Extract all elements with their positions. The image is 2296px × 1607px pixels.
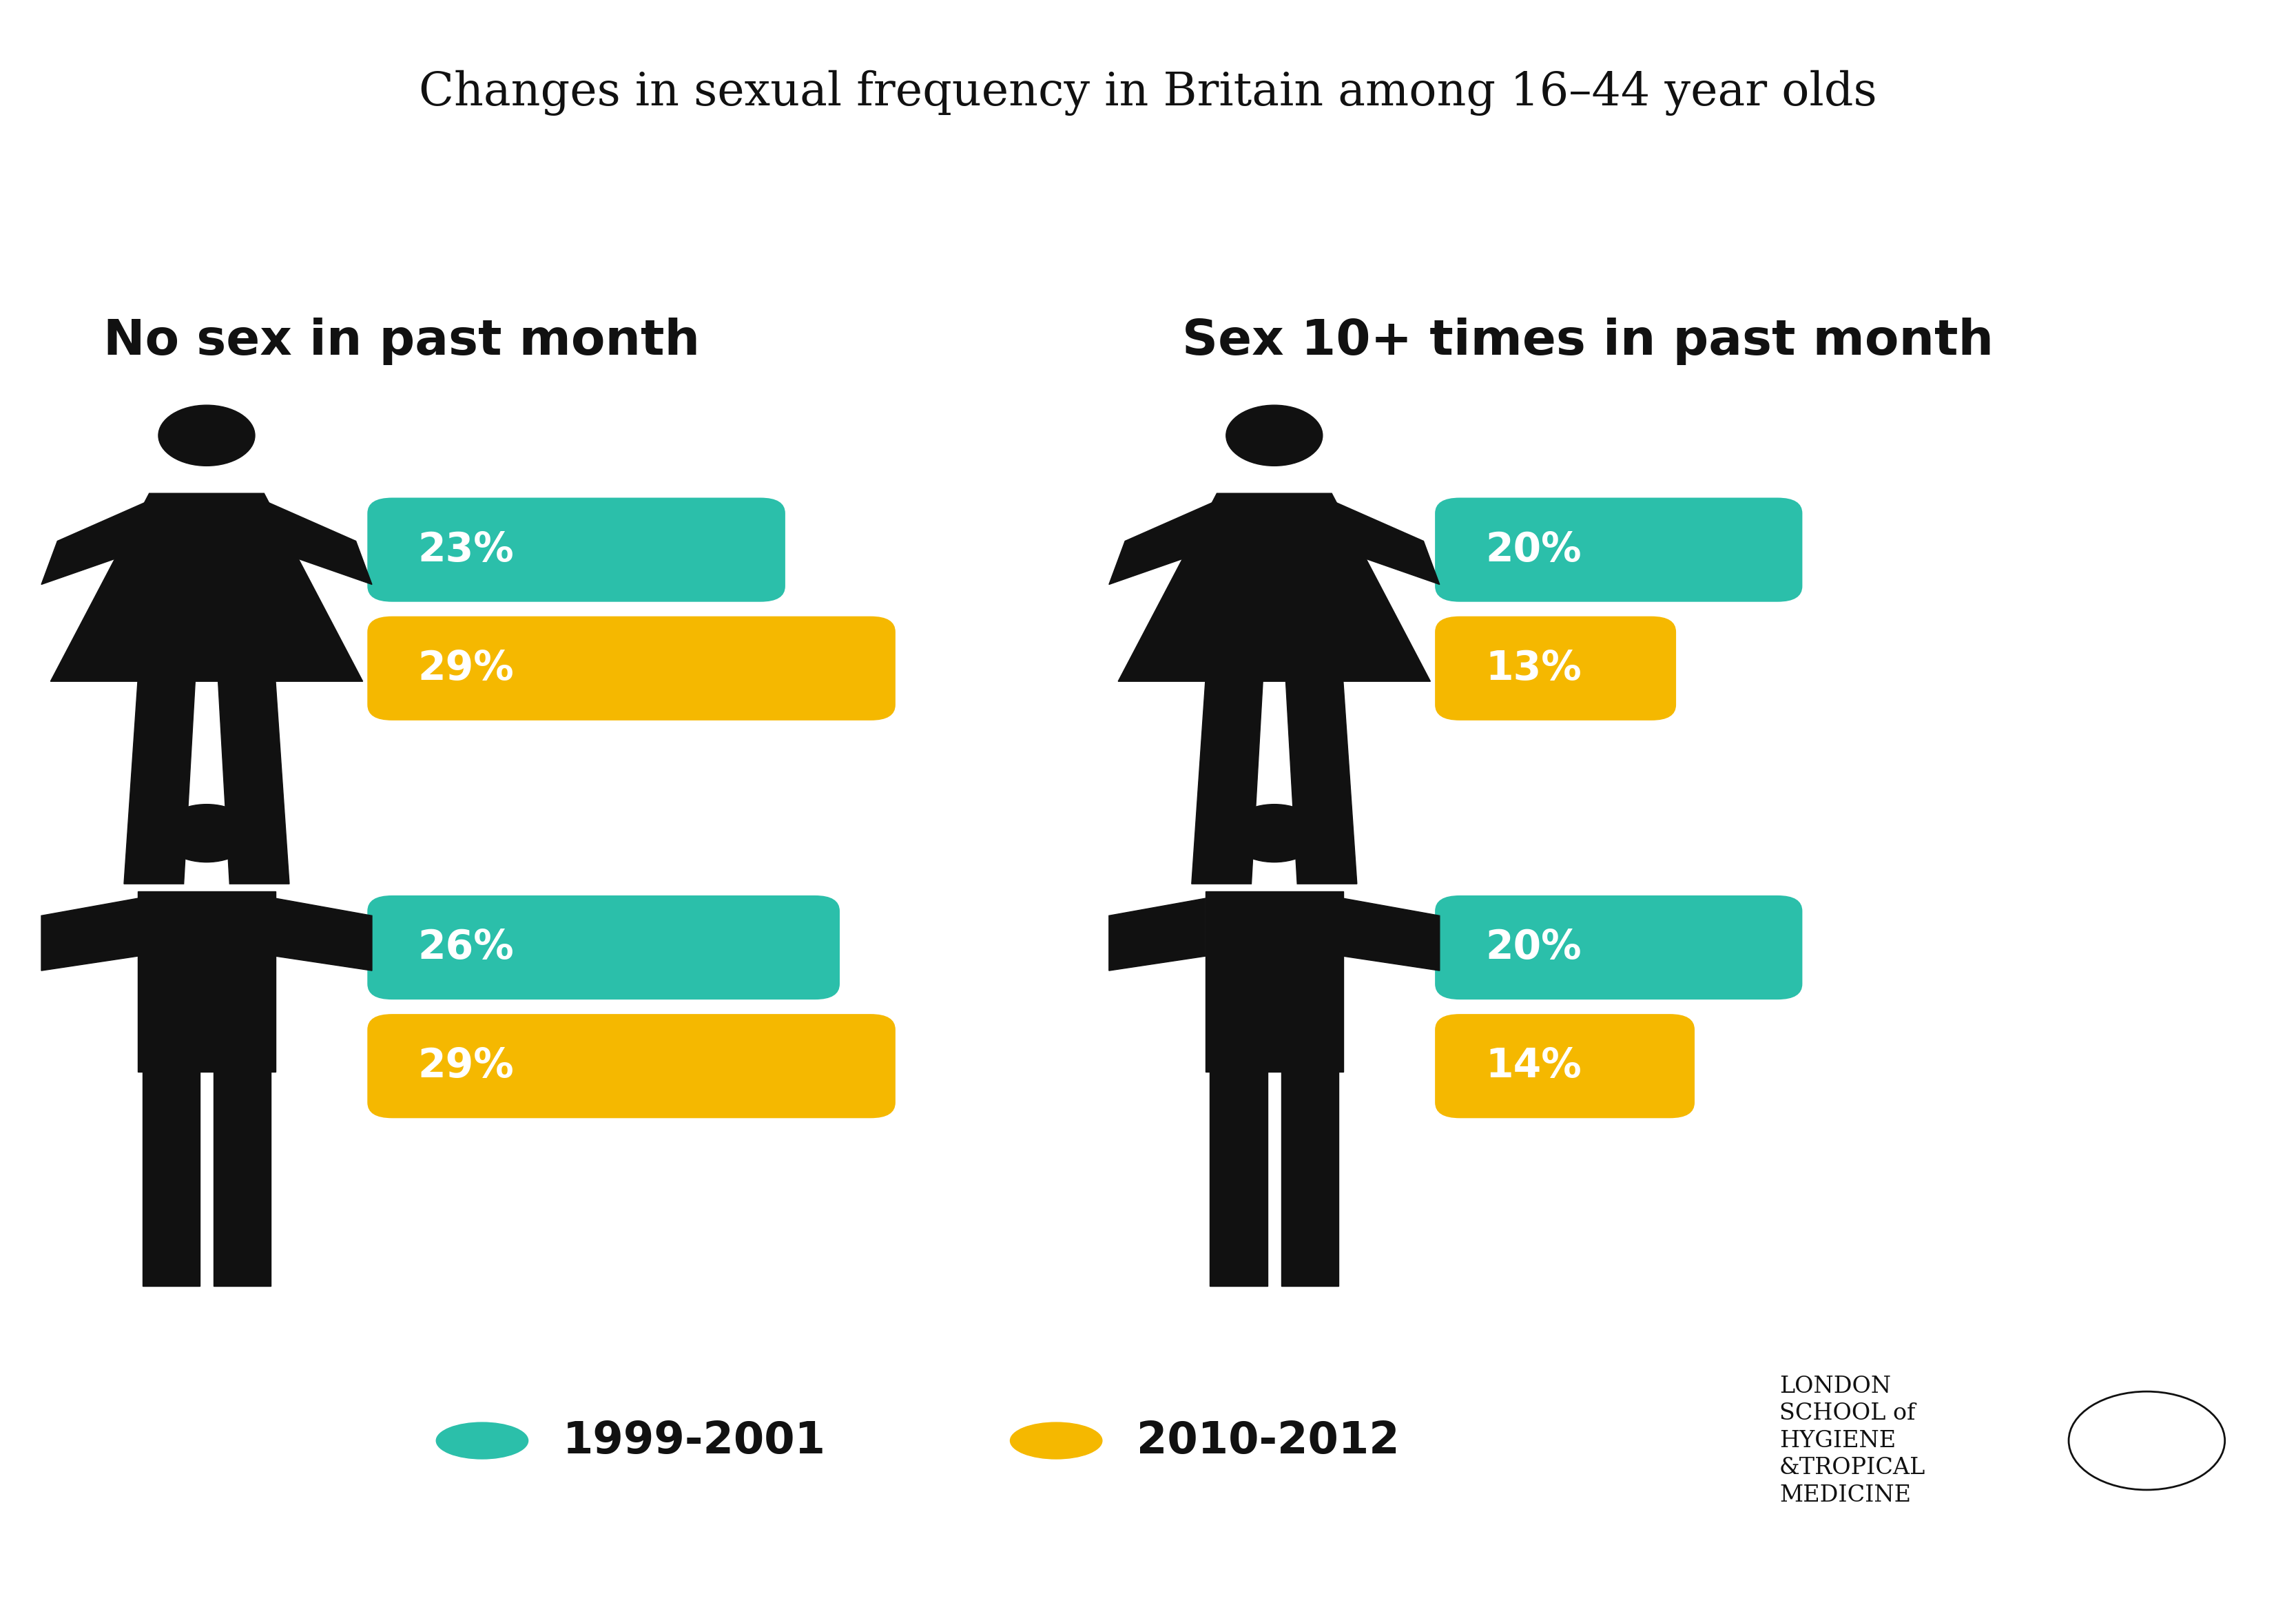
Polygon shape: [138, 890, 276, 1072]
Polygon shape: [41, 898, 138, 971]
Polygon shape: [124, 681, 195, 884]
Text: 29%: 29%: [418, 1046, 514, 1086]
FancyBboxPatch shape: [367, 895, 840, 1000]
Polygon shape: [1118, 493, 1430, 681]
FancyBboxPatch shape: [1435, 617, 1676, 720]
Text: 26%: 26%: [418, 927, 514, 967]
Polygon shape: [51, 493, 363, 681]
Polygon shape: [1286, 681, 1357, 884]
Text: 13%: 13%: [1486, 649, 1582, 688]
Ellipse shape: [1228, 804, 1320, 861]
Polygon shape: [214, 1072, 271, 1286]
Text: Changes in sexual frequency in Britain among 16–44 year olds: Changes in sexual frequency in Britain a…: [418, 71, 1878, 116]
Ellipse shape: [1226, 405, 1322, 466]
Text: 20%: 20%: [1486, 927, 1582, 967]
Text: 29%: 29%: [418, 649, 514, 688]
FancyBboxPatch shape: [367, 617, 895, 720]
Text: Sex 10+ times in past month: Sex 10+ times in past month: [1182, 318, 1993, 365]
Polygon shape: [1281, 1072, 1339, 1286]
Polygon shape: [218, 681, 289, 884]
Polygon shape: [1109, 500, 1217, 585]
Ellipse shape: [436, 1422, 528, 1459]
Ellipse shape: [158, 405, 255, 466]
Ellipse shape: [1010, 1422, 1102, 1459]
Text: LONDON
SCHOOL of
HYGIENE
&TROPICAL
MEDICINE: LONDON SCHOOL of HYGIENE &TROPICAL MEDIC…: [1779, 1376, 1926, 1506]
Polygon shape: [1343, 898, 1440, 971]
Text: 2010-2012: 2010-2012: [1137, 1419, 1398, 1462]
Polygon shape: [41, 500, 149, 585]
Polygon shape: [1210, 1072, 1267, 1286]
Text: 1999-2001: 1999-2001: [563, 1419, 827, 1462]
Text: No sex in past month: No sex in past month: [103, 318, 700, 365]
FancyBboxPatch shape: [367, 498, 785, 601]
Polygon shape: [276, 898, 372, 971]
Text: 23%: 23%: [418, 530, 514, 569]
FancyBboxPatch shape: [1435, 895, 1802, 1000]
Polygon shape: [1192, 681, 1263, 884]
Polygon shape: [1205, 890, 1343, 1072]
Polygon shape: [142, 1072, 200, 1286]
Polygon shape: [1109, 898, 1205, 971]
Ellipse shape: [161, 804, 253, 861]
FancyBboxPatch shape: [1435, 1014, 1694, 1118]
Text: 14%: 14%: [1486, 1046, 1582, 1086]
FancyBboxPatch shape: [1435, 498, 1802, 601]
FancyBboxPatch shape: [367, 1014, 895, 1118]
Polygon shape: [264, 500, 372, 585]
Polygon shape: [1332, 500, 1440, 585]
Text: 20%: 20%: [1486, 530, 1582, 569]
